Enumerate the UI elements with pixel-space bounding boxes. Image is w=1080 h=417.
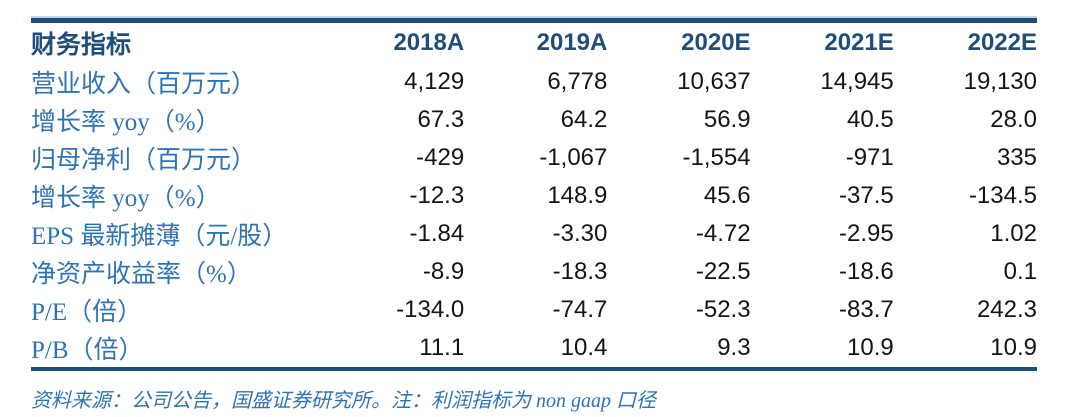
cell-value: 10.9 (847, 334, 894, 361)
column-header-metric: 财务指标 (31, 32, 132, 59)
bottom-rule (31, 367, 1037, 371)
cell-value: 242.3 (976, 296, 1037, 323)
cell-value: -429 (416, 144, 465, 171)
column-header-2022e: 2022E (967, 29, 1037, 56)
table-row-revenue-growth: 增长率 yoy（%） 67.3 64.2 56.9 40.5 28.0 (31, 101, 1037, 139)
cell-value: 4,129 (404, 68, 465, 95)
column-header-2018a: 2018A (393, 29, 465, 56)
cell-value: 148.9 (547, 182, 608, 209)
cell-value: -37.5 (839, 182, 894, 209)
column-header-2021e: 2021E (824, 29, 894, 56)
cell-value: 14,945 (820, 68, 894, 95)
table-row-pe: P/E（倍） -134.0 -74.7 -52.3 -83.7 242.3 (31, 291, 1037, 329)
cell-value: 1.02 (990, 220, 1037, 247)
financial-table-area: 财务指标 2018A 2019A 2020E 2021E 2022E 营业收入（… (31, 16, 1037, 413)
cell-value: 335 (996, 144, 1037, 171)
cell-value: -12.3 (409, 182, 465, 209)
cell-value: -971 (845, 144, 894, 171)
cell-value: 40.5 (847, 106, 894, 133)
row-label: 增长率 yoy（%） (31, 185, 221, 212)
column-header-2019a: 2019A (536, 29, 608, 56)
table-row-profit-growth: 增长率 yoy（%） -12.3 148.9 45.6 -37.5 -134.5 (31, 177, 1037, 215)
row-label: EPS 最新摊薄（元/股） (31, 223, 288, 250)
cell-value: -1,067 (539, 144, 608, 171)
cell-value: 6,778 (547, 68, 608, 95)
cell-value: -134.0 (396, 296, 465, 323)
row-label: 净资产收益率（%） (31, 261, 252, 288)
cell-value: -1.84 (409, 220, 465, 247)
cell-value: 19,130 (963, 68, 1037, 95)
column-header-2020e: 2020E (681, 29, 751, 56)
top-rule-dark (31, 18, 1037, 23)
cell-value: 9.3 (717, 334, 751, 361)
cell-value: -18.6 (839, 258, 894, 285)
cell-value: -18.3 (552, 258, 608, 285)
cell-value: 64.2 (560, 106, 608, 133)
cell-value: -2.95 (839, 220, 894, 247)
row-label: 营业收入（百万元） (31, 71, 257, 98)
row-label: P/B（倍） (31, 337, 144, 364)
cell-value: -74.7 (552, 296, 608, 323)
source-footnote: 资料来源：公司公告，国盛证券研究所。注：利润指标为 non gaap 口径 (31, 390, 656, 412)
cell-value: -22.5 (695, 258, 751, 285)
cell-value: -8.9 (422, 258, 465, 285)
cell-value: -1,554 (682, 144, 751, 171)
cell-value: -3.30 (552, 220, 608, 247)
top-rule-light (31, 16, 1037, 18)
cell-value: -83.7 (839, 296, 894, 323)
cell-value: 10.9 (990, 334, 1037, 361)
cell-value: 56.9 (703, 106, 751, 133)
table-row-roe: 净资产收益率（%） -8.9 -18.3 -22.5 -18.6 0.1 (31, 253, 1037, 291)
cell-value: 10.4 (560, 334, 608, 361)
table-row-pb: P/B（倍） 11.1 10.4 9.3 10.9 10.9 (31, 329, 1037, 367)
table-row-revenue: 营业收入（百万元） 4,129 6,778 10,637 14,945 19,1… (31, 63, 1037, 101)
cell-value: 67.3 (417, 106, 465, 133)
cell-value: -4.72 (695, 220, 751, 247)
cell-value: -52.3 (695, 296, 751, 323)
row-label: 归母净利（百万元） (31, 147, 257, 174)
cell-value: 11.1 (419, 334, 465, 361)
row-label: 增长率 yoy（%） (31, 109, 221, 136)
cell-value: 45.6 (703, 182, 751, 209)
financial-metrics-table: 财务指标 2018A 2019A 2020E 2021E 2022E 营业收入（… (31, 23, 1037, 367)
cell-value: 0.1 (1003, 258, 1037, 285)
table-row-eps: EPS 最新摊薄（元/股） -1.84 -3.30 -4.72 -2.95 1.… (31, 215, 1037, 253)
row-label: P/E（倍） (31, 299, 143, 326)
cell-value: 28.0 (990, 106, 1037, 133)
cell-value: 10,637 (677, 68, 751, 95)
cell-value: -134.5 (968, 182, 1037, 209)
table-row-net-profit: 归母净利（百万元） -429 -1,067 -1,554 -971 335 (31, 139, 1037, 177)
table-header-row: 财务指标 2018A 2019A 2020E 2021E 2022E (31, 23, 1037, 63)
